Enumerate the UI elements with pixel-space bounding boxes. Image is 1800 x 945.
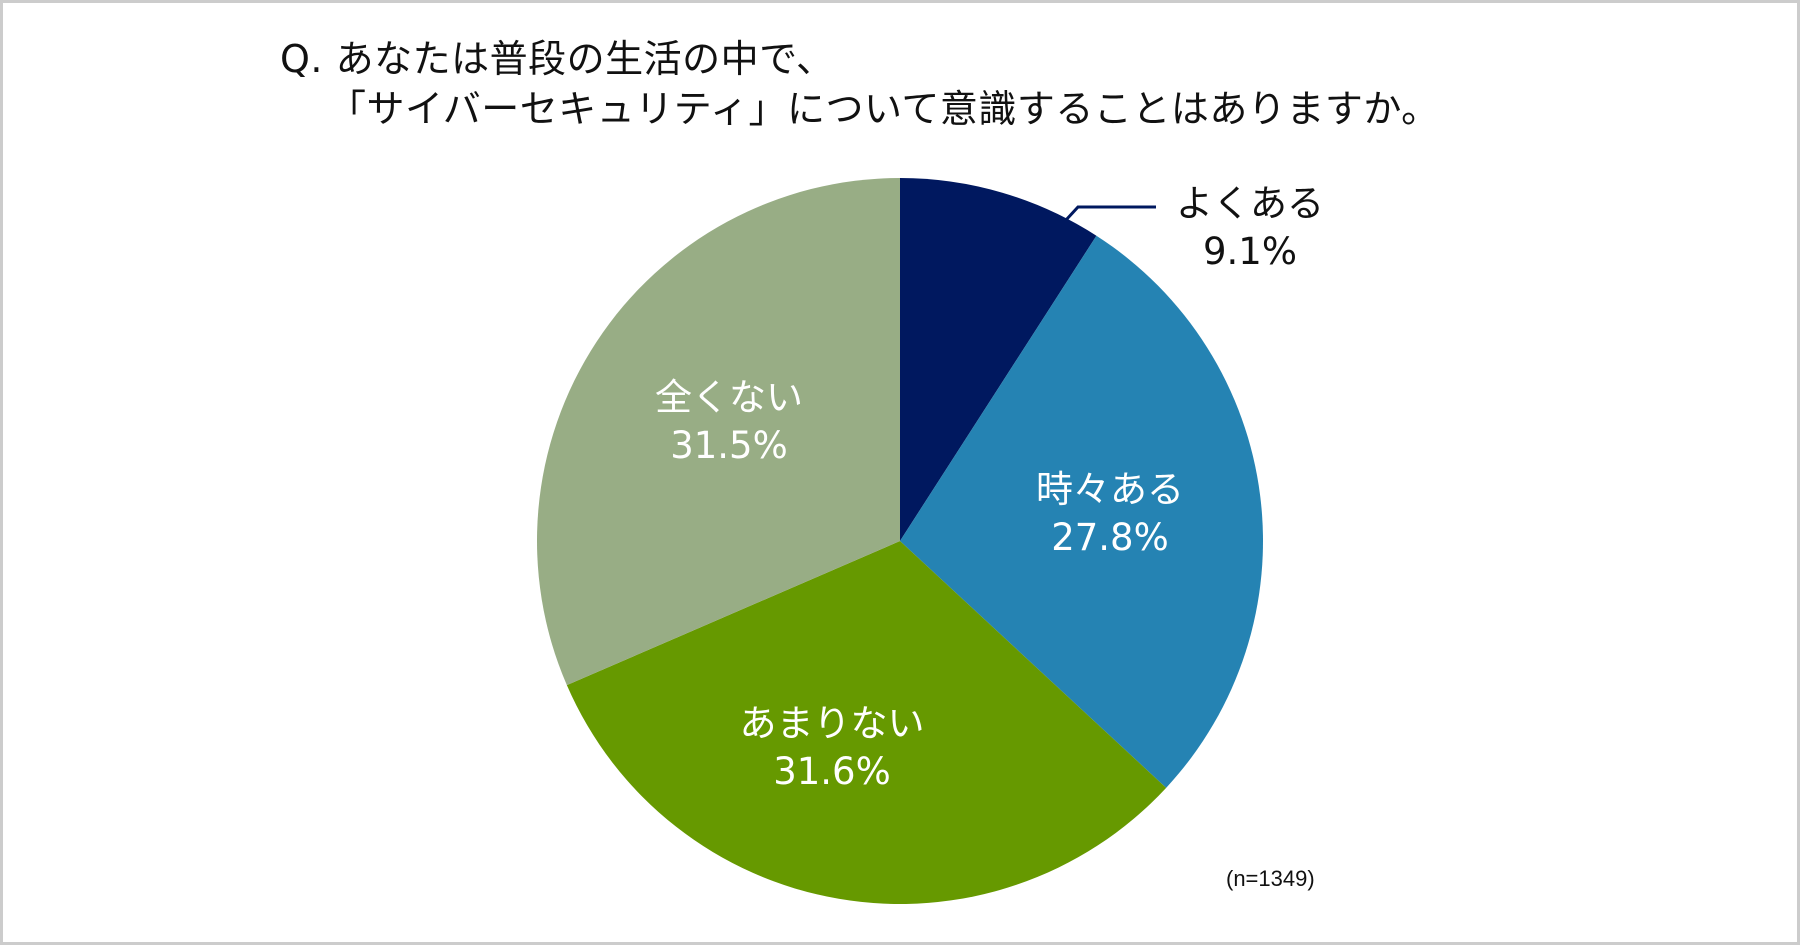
title-line-2: 「サイバーセキュリティ」について意識することはありますか。 [328, 87, 1440, 131]
label-tokidoki: 時々ある 27.8% [1036, 466, 1184, 562]
label-mattakunai-value: 31.5% [670, 424, 788, 467]
label-mattakunai: 全くない 31.5% [655, 374, 803, 470]
leader-line-yokuaru [1064, 205, 1156, 222]
slice-tokidoki [900, 235, 1263, 788]
sample-size-note: (n=1349) [1226, 866, 1315, 891]
label-yokuaru-value: 9.1% [1203, 230, 1297, 273]
chart-title: Q. あなたは普段の生活の中で、「サイバーセキュリティ」について意識することはあ… [280, 34, 1440, 134]
slice-amarinai [566, 541, 1167, 904]
label-yokuaru-name: よくある [1176, 182, 1324, 225]
label-amarinai: あまりない 31.6% [740, 700, 925, 796]
label-amarinai-value: 31.6% [773, 750, 891, 793]
label-tokidoki-name: 時々ある [1036, 468, 1184, 511]
label-amarinai-name: あまりない [739, 702, 925, 745]
label-yokuaru: よくある 9.1% [1176, 180, 1324, 276]
slice-mattakunai [537, 178, 900, 686]
label-tokidoki-value: 27.8% [1051, 516, 1169, 559]
label-mattakunai-name: 全くない [655, 376, 803, 419]
title-line-1: Q. あなたは普段の生活の中で、 [280, 37, 835, 81]
slice-yokuaru [900, 178, 1097, 541]
